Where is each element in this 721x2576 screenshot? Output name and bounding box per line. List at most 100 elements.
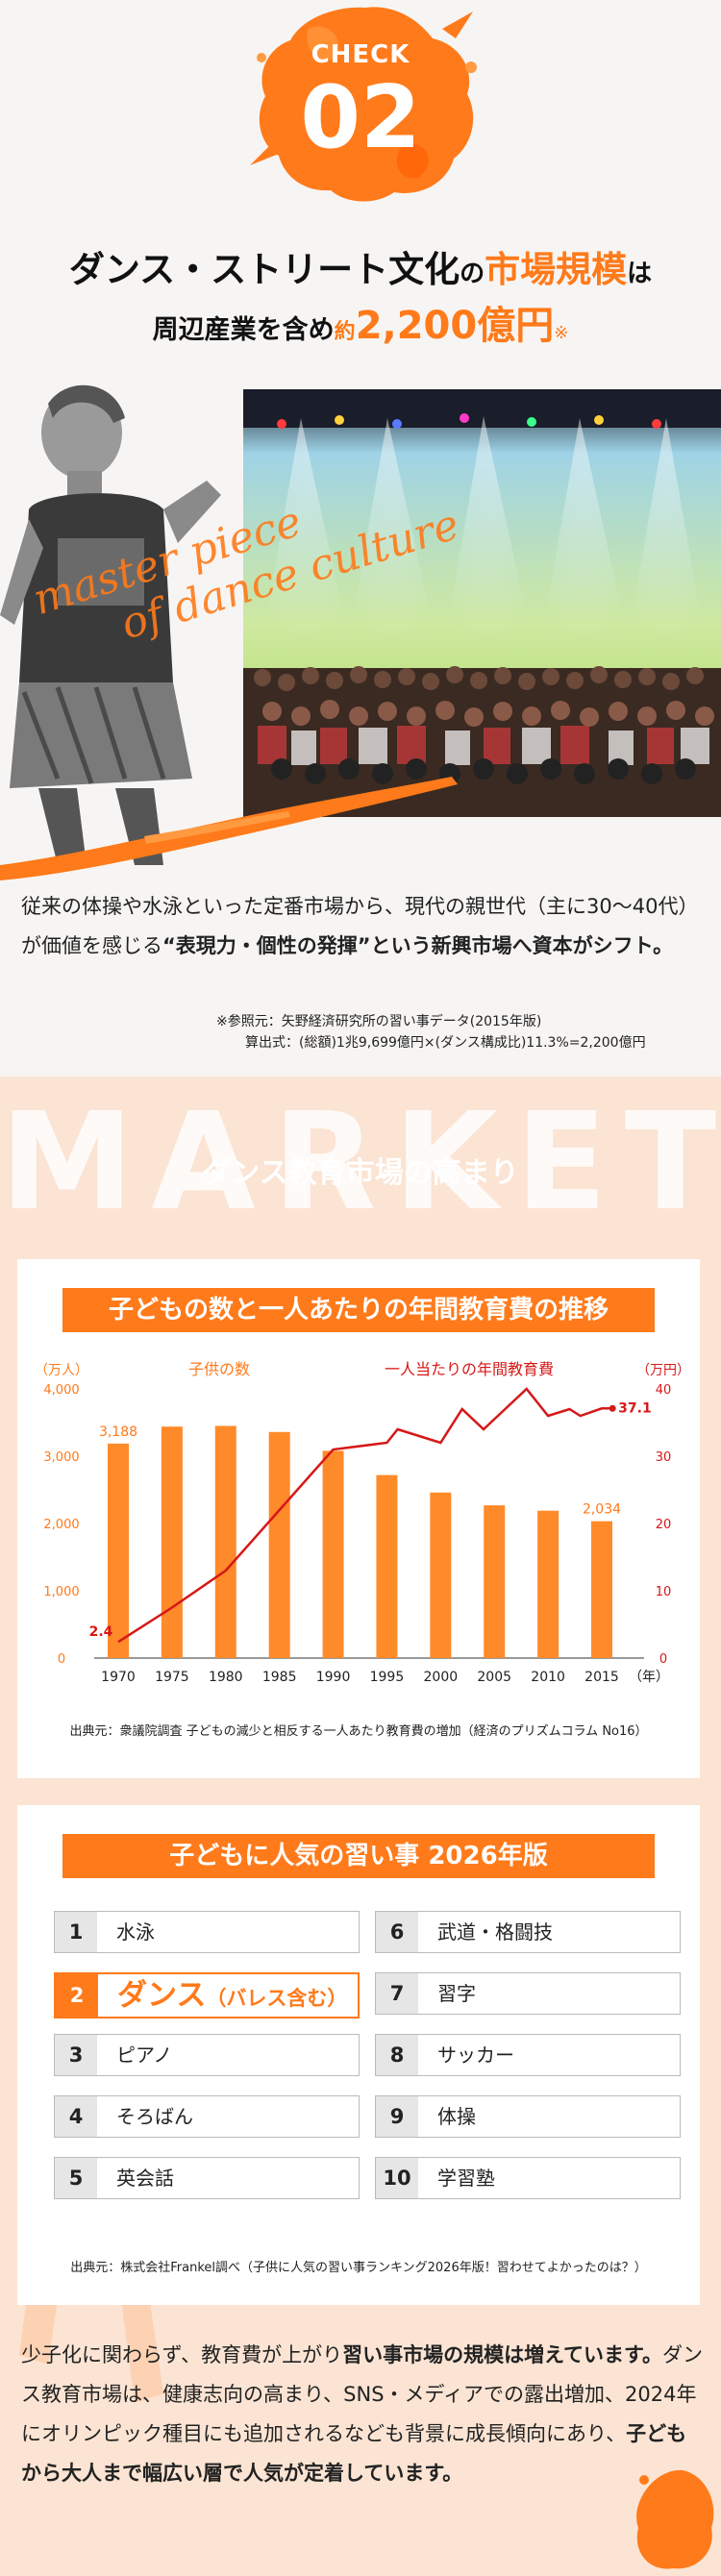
- bar-children-count: [108, 1443, 129, 1658]
- bar-children-count: [268, 1431, 290, 1658]
- closing-text: ダンス教育市場は、健康志向の高まり、SNS・メディアでの露出増加、2024年にオ…: [21, 2343, 703, 2445]
- x-tick-label: 2000: [424, 1670, 459, 1685]
- legend-bar-series: 子供の数: [188, 1360, 250, 1378]
- ranking-item: 10 学習塾: [375, 2157, 681, 2199]
- paint-splash-footer: [636, 2469, 714, 2569]
- chart-title: 子どもの数と一人あたりの年間教育費の推移: [62, 1288, 655, 1332]
- ranking-number: 1: [55, 1912, 97, 1952]
- ranking-label-text: 習字: [437, 1982, 476, 2005]
- headline-highlight: 市場規模: [485, 249, 628, 290]
- ranking-label: そろばん: [116, 2096, 193, 2137]
- bar-children-count: [322, 1450, 344, 1658]
- ranking-label: 学習塾: [437, 2158, 495, 2198]
- left-tick-label: 2,000: [43, 1518, 79, 1532]
- bar-children-count: [591, 1521, 612, 1658]
- left-tick-label: 1,000: [43, 1585, 79, 1599]
- intro-emphasis: “表現力・個性の発揮”という新興市場へ資本がシフト。: [162, 934, 674, 957]
- ranking-number: 6: [376, 1912, 418, 1952]
- ranking-number: 2: [56, 1974, 98, 2017]
- headline-particle: の: [460, 260, 485, 288]
- headline-note-mark: ※: [554, 323, 569, 343]
- right-axis-label: （万円）: [636, 1363, 690, 1378]
- market-title: ダンス教育市場の高まり: [202, 1156, 519, 1190]
- ranking-source: 出典元：株式会社Frankel調べ（子供に人気の習い事ランキング2026年版！習…: [70, 2261, 647, 2275]
- ranking-label-text: 水泳: [116, 1920, 155, 1944]
- x-tick-label: 2015: [584, 1670, 619, 1685]
- education-cost-chart: （万人） （万円） 子供の数 一人当たりの年間教育費 0 1,000 2,000 3,000 4…: [35, 1360, 690, 1685]
- ranking-number: 3: [55, 2035, 97, 2075]
- ranking-number: 4: [55, 2096, 97, 2137]
- bar-children-count: [430, 1492, 452, 1658]
- ranking-item: 3 ピアノ: [54, 2034, 360, 2076]
- ranking-label-text: 学習塾: [437, 2167, 495, 2190]
- stage-photo-image: [243, 389, 721, 817]
- bar-children-count: [376, 1474, 398, 1658]
- ranking-label: 体操: [437, 2096, 476, 2137]
- x-tick-label: 2010: [531, 1670, 565, 1685]
- left-tick-label: 0: [58, 1652, 65, 1667]
- bar-children-count: [484, 1505, 506, 1658]
- x-tick-label: 1980: [209, 1670, 243, 1685]
- market-bg-word: MARKET: [0, 1084, 721, 1241]
- headline-particle: は: [627, 260, 653, 288]
- x-tick-label: 1995: [370, 1670, 405, 1685]
- dancer-photo: [0, 365, 240, 865]
- ranking-label: ダンス（バレス含む）: [117, 1974, 347, 2019]
- right-tick-label: 30: [656, 1450, 672, 1465]
- headline-approx: 約: [334, 320, 356, 344]
- right-tick-label: 20: [656, 1518, 672, 1532]
- check-number: 02: [300, 67, 421, 168]
- stage-photo: [243, 389, 721, 817]
- ranking-item: 7 習字: [375, 1972, 681, 2015]
- ranking-label-text: 体操: [437, 2105, 476, 2128]
- intro-text: 従来の体操や水泳といった定番市場から、現代の親世代（主に30～40代）が価値を感…: [21, 895, 699, 957]
- popular-lessons-card: 子どもに人気の習い事 2026年版 1 水泳 2 ダンス（バレス含む） 3 ピアノ 4 そろば…: [17, 1805, 700, 2305]
- ranking-number: 10: [376, 2158, 418, 2198]
- bar-data-label: 3,188: [99, 1424, 137, 1440]
- x-tick-label: 2005: [477, 1670, 511, 1685]
- ranking-label: 武道・格闘技: [437, 1912, 553, 1952]
- closing-emphasis: 子どもから大人まで幅広い層で人気が定着しています。: [21, 2422, 687, 2485]
- ranking-label-text: 武道・格闘技: [437, 1920, 553, 1944]
- closing-paragraph: 少子化に関わらず、教育費が上がり習い事市場の規模は増えています。ダンス教育市場は…: [21, 2336, 704, 2493]
- reference-note: ※参照元：矢野経済研究所の習い事データ(2015年版) 算出式：(総額)1兆9,…: [216, 1011, 707, 1053]
- x-unit-label: （年）: [629, 1670, 669, 1685]
- ranking-label: 水泳: [116, 1912, 155, 1952]
- left-tick-label: 3,000: [43, 1450, 79, 1465]
- bar-data-label: 2,034: [583, 1502, 621, 1518]
- headline-line1: ダンス・ストリート文化の市場規模は: [0, 240, 721, 292]
- ranking-number: 5: [55, 2158, 97, 2198]
- ranking-label: ピアノ: [116, 2035, 172, 2075]
- line-end-point: [609, 1404, 616, 1412]
- ranking-label-text: ピアノ: [116, 2043, 173, 2067]
- x-tick-label: 1990: [316, 1670, 351, 1685]
- ranking-label: 英会話: [116, 2158, 174, 2198]
- ranking-number: 7: [376, 1973, 418, 2014]
- ranking-number: 9: [376, 2096, 418, 2137]
- ranking-item: 9 体操: [375, 2095, 681, 2138]
- bar-children-count: [537, 1510, 559, 1658]
- ranking-item: 8 サッカー: [375, 2034, 681, 2076]
- ranking-item: 2 ダンス（バレス含む）: [54, 1972, 360, 2019]
- ranking-item: 5 英会話: [54, 2157, 360, 2199]
- line-data-label: 2.4: [89, 1624, 113, 1640]
- chart-source: 出典元：衆議院調査 子どもの減少と相反する一人あたり教育費の増加（経済のプリズム…: [69, 1724, 648, 1739]
- ranking-label-text: そろばん: [116, 2105, 193, 2128]
- intro-paragraph: 従来の体操や水泳といった定番市場から、現代の親世代（主に30～40代）が価値を感…: [21, 887, 704, 966]
- reference-formula: 算出式：(総額)1兆9,699億円×(ダンス構成比)11.3%=2,200億円: [245, 1035, 646, 1051]
- right-tick-label: 0: [659, 1652, 667, 1667]
- education-cost-chart-card: 子どもの数と一人あたりの年間教育費の推移 （万人） （万円） 子供の数 一人当たりの年…: [17, 1259, 700, 1778]
- paint-splash: [250, 7, 477, 202]
- left-axis-label: （万人）: [35, 1363, 88, 1378]
- x-tick-label: 1985: [262, 1670, 297, 1685]
- ranking-label-text: サッカー: [437, 2043, 514, 2067]
- reference-source: ※参照元：矢野経済研究所の習い事データ(2015年版): [216, 1014, 542, 1029]
- ranking-label-text: ダンス: [117, 1978, 207, 2013]
- ranking-label-text: 英会話: [116, 2167, 174, 2190]
- bar-children-count: [214, 1425, 236, 1658]
- right-tick-label: 40: [656, 1383, 672, 1398]
- ranking-number: 8: [376, 2035, 418, 2075]
- headline-amount: 2,200億円: [355, 304, 555, 348]
- ranking-item: 4 そろばん: [54, 2095, 360, 2138]
- headline-text: 周辺産業を含め: [152, 315, 335, 345]
